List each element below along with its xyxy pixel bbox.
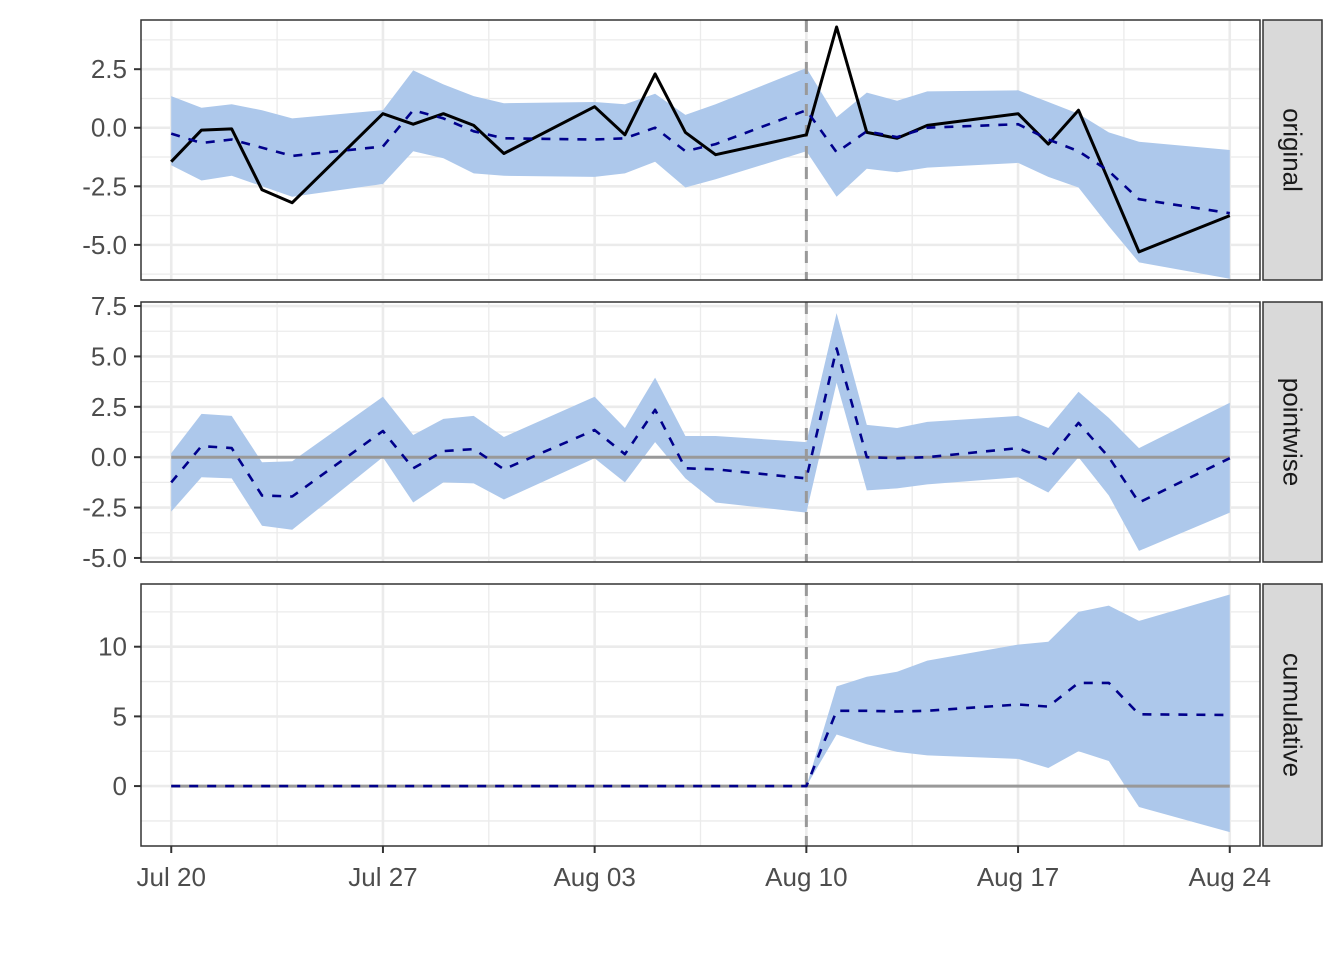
x-tick-label: Jul 27 xyxy=(348,862,417,892)
y-tick-label: 10 xyxy=(98,632,127,662)
y-tick-label: 0.0 xyxy=(91,442,127,472)
y-tick-label: 5 xyxy=(113,701,127,731)
y-tick-label: 2.5 xyxy=(91,54,127,84)
facet-strip-label: original xyxy=(1278,108,1308,192)
plot-area xyxy=(170,302,1231,562)
plot-area xyxy=(171,584,1230,846)
facet-strip xyxy=(1262,19,1323,281)
x-tick-label: Aug 17 xyxy=(977,862,1059,892)
confidence-band xyxy=(171,594,1230,833)
actual-series-line xyxy=(170,25,1231,254)
x-tick-label: Jul 20 xyxy=(137,862,206,892)
panel-original: -5.0 -2.5 0.0 2.5 original xyxy=(82,19,1323,281)
panel-border xyxy=(140,583,1261,847)
x-tick-label: Aug 10 xyxy=(765,862,847,892)
prediction-series-line xyxy=(170,347,1231,504)
y-tick-label: 0.0 xyxy=(91,113,127,143)
plot-area xyxy=(170,20,1231,280)
y-tick-label: 2.5 xyxy=(91,392,127,422)
panel-pointwise: -5.0 -2.5 0.0 2.5 5.0 7.5 pointwise xyxy=(82,291,1323,573)
panel-cumulative: 0 5 10 cumulative xyxy=(98,583,1323,847)
x-tick-label: Aug 03 xyxy=(553,862,635,892)
panel-border xyxy=(140,301,1261,563)
y-tick-label: -5.0 xyxy=(82,543,127,573)
y-tick-label: -5.0 xyxy=(82,230,127,260)
panel-border xyxy=(140,19,1261,281)
y-tick-label: 7.5 xyxy=(91,291,127,321)
facet-strip-label: cumulative xyxy=(1278,653,1308,777)
x-tick-label: Aug 24 xyxy=(1189,862,1271,892)
prediction-series-line xyxy=(171,681,1230,788)
facet-strip-label: pointwise xyxy=(1278,378,1308,486)
y-tick-label: 0 xyxy=(113,771,127,801)
facet-strip xyxy=(1262,583,1323,847)
y-tick-label: -2.5 xyxy=(82,493,127,523)
facet-strip xyxy=(1262,301,1323,563)
y-tick-label: -2.5 xyxy=(82,171,127,201)
y-tick-label: 5.0 xyxy=(91,341,127,371)
